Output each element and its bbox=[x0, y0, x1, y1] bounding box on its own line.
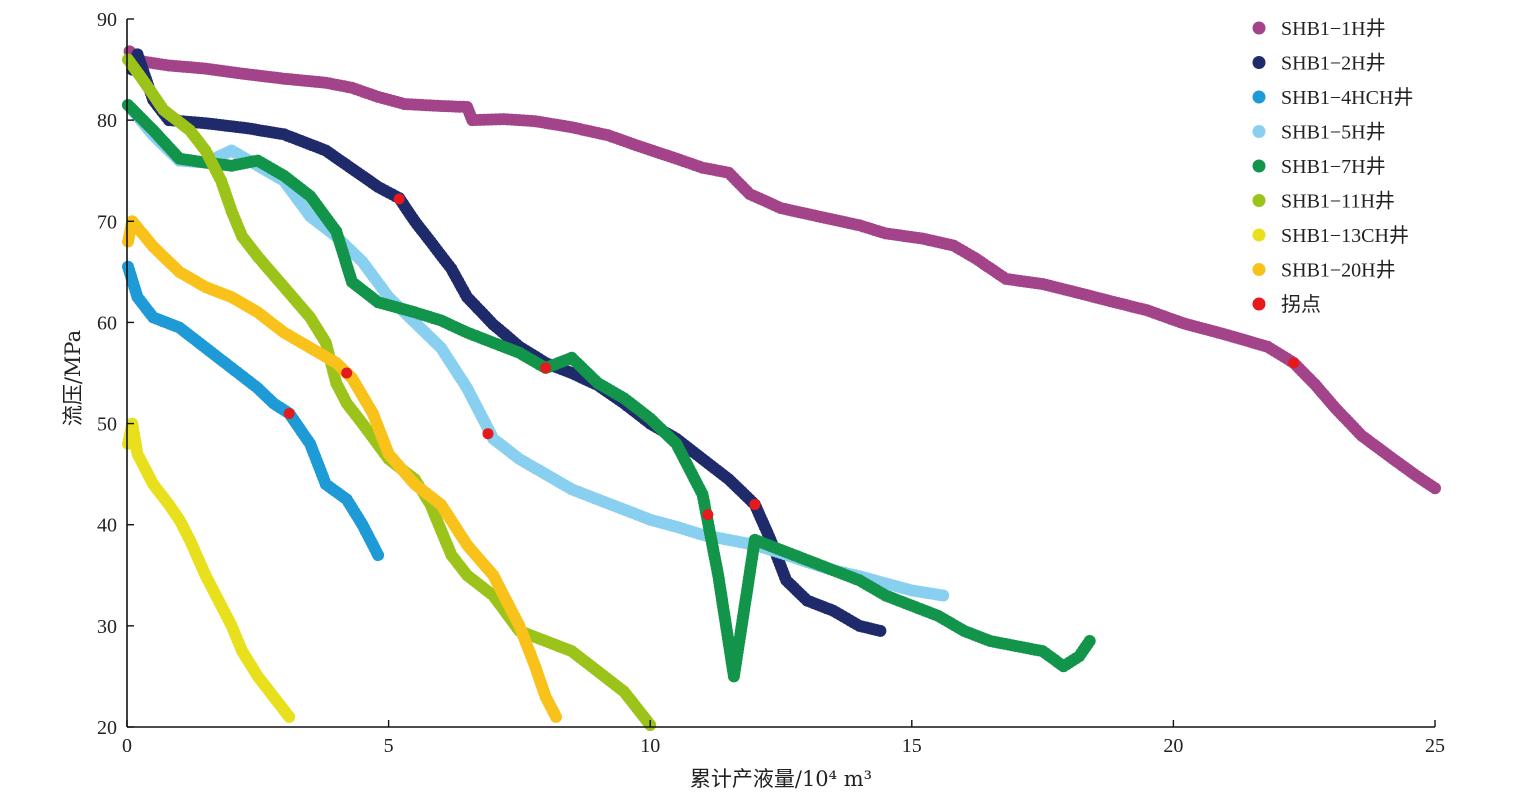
legend-label: SHB1−2H井 bbox=[1281, 52, 1386, 75]
y-tick-label: 60 bbox=[97, 312, 117, 334]
legend-marker bbox=[1252, 263, 1266, 276]
legend-marker bbox=[1252, 21, 1266, 35]
x-tick-label: 10 bbox=[640, 735, 660, 757]
series-inflection-points bbox=[283, 193, 1300, 521]
inflection-point bbox=[540, 362, 552, 374]
series-3 bbox=[122, 260, 385, 562]
x-tick-label: 0 bbox=[122, 735, 132, 757]
x-axis-label: 累计产液量/10⁴ m³ bbox=[690, 767, 872, 791]
legend-marker bbox=[1252, 159, 1266, 173]
inflection-point bbox=[702, 509, 714, 521]
legend-marker bbox=[1252, 228, 1266, 242]
inflection-point bbox=[1288, 357, 1300, 369]
x-tick-label: 5 bbox=[384, 735, 394, 757]
chart-axes: 0 5 10 15 20 25 20 30 40 50 60 70 80 90 bbox=[97, 9, 1445, 757]
y-tick-label: 80 bbox=[97, 110, 117, 132]
inflection-point bbox=[482, 428, 494, 440]
legend-marker bbox=[1252, 194, 1266, 207]
legend-label: SHB1−4HCH井 bbox=[1281, 86, 1413, 109]
data-point bbox=[1429, 482, 1441, 495]
legend-marker bbox=[1252, 125, 1266, 138]
legend-label: 拐点 bbox=[1281, 293, 1321, 316]
series-7 bbox=[122, 417, 296, 723]
legend: SHB1−1H井 SHB1−2H井 SHB1−4HCH井 SHB1−5H井 SHB1−7… bbox=[1252, 17, 1413, 316]
x-tick-label: 25 bbox=[1425, 735, 1445, 757]
legend-marker bbox=[1252, 90, 1266, 104]
legend-marker bbox=[1252, 56, 1266, 69]
y-tick-label: 40 bbox=[97, 515, 117, 537]
legend-marker bbox=[1252, 297, 1266, 311]
x-tick-label: 15 bbox=[902, 735, 922, 757]
data-point bbox=[372, 549, 385, 562]
legend-label: SHB1−5H井 bbox=[1281, 121, 1386, 144]
inflection-point bbox=[749, 499, 761, 510]
y-tick-label: 50 bbox=[97, 414, 117, 436]
data-point bbox=[874, 624, 887, 637]
y-axis-label: 流压/MPa bbox=[61, 330, 85, 426]
inflection-point bbox=[283, 408, 295, 419]
y-tick-label: 20 bbox=[97, 717, 117, 739]
series-1 bbox=[123, 45, 1441, 495]
data-point bbox=[550, 710, 562, 723]
legend-label: SHB1−20H井 bbox=[1281, 259, 1396, 282]
legend-label: SHB1−7H井 bbox=[1281, 155, 1386, 178]
data-point bbox=[283, 710, 296, 723]
chart-marks bbox=[122, 45, 1441, 731]
y-tick-label: 70 bbox=[97, 211, 117, 233]
y-tick-label: 30 bbox=[97, 616, 117, 638]
inflection-point bbox=[393, 193, 405, 205]
y-tick-label: 90 bbox=[97, 9, 117, 31]
inflection-point bbox=[341, 367, 353, 379]
x-tick-label: 20 bbox=[1163, 735, 1183, 757]
series-8 bbox=[122, 215, 562, 723]
data-point bbox=[937, 589, 950, 602]
legend-label: SHB1−11H井 bbox=[1281, 190, 1395, 213]
data-point bbox=[1083, 635, 1096, 647]
series-6 bbox=[122, 53, 657, 731]
legend-label: SHB1−13CH井 bbox=[1281, 224, 1409, 247]
legend-label: SHB1−1H井 bbox=[1281, 17, 1386, 40]
